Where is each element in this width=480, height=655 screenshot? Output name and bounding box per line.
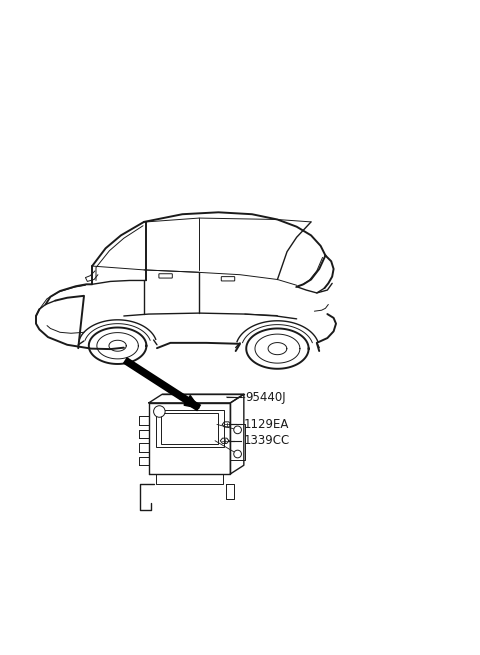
FancyBboxPatch shape <box>221 276 235 281</box>
Text: 95440J: 95440J <box>245 390 286 403</box>
Circle shape <box>234 426 241 434</box>
Text: 1129EA: 1129EA <box>244 418 289 431</box>
FancyBboxPatch shape <box>159 274 172 278</box>
Bar <box>161 413 218 444</box>
Circle shape <box>234 450 241 458</box>
Polygon shape <box>184 396 199 408</box>
Bar <box>156 410 224 447</box>
Text: 1339CC: 1339CC <box>244 434 290 447</box>
Circle shape <box>154 405 165 417</box>
